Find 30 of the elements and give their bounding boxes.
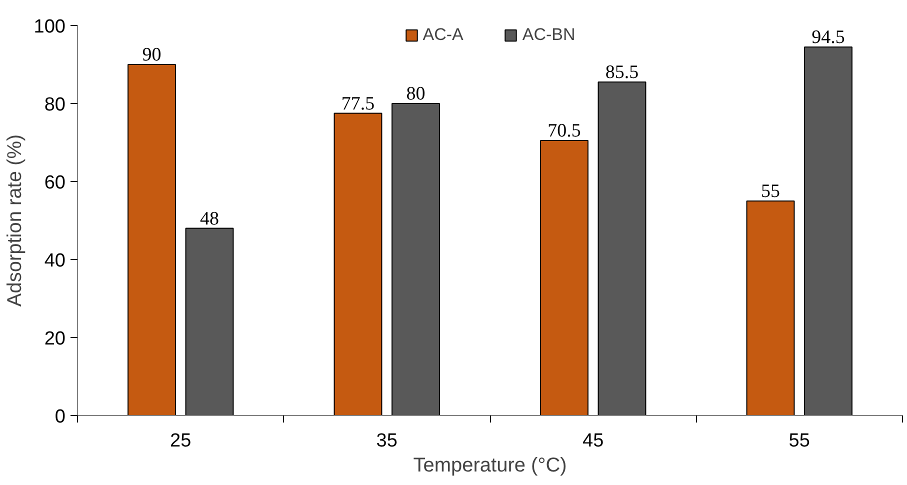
bar — [598, 82, 646, 416]
x-tick-label: 45 — [582, 430, 604, 452]
legend-label: AC-A — [422, 25, 464, 45]
data-label: 70.5 — [548, 120, 581, 142]
data-label: 48 — [200, 208, 219, 230]
bar — [746, 200, 795, 416]
data-label: 80 — [406, 84, 426, 104]
y-tick-label: 60 — [44, 172, 66, 194]
y-tick-label: 20 — [44, 328, 66, 350]
bar — [392, 103, 440, 416]
x-tick-label: 25 — [170, 430, 192, 452]
y-tick-label: 100 — [34, 16, 66, 38]
data-label: 85.5 — [605, 62, 639, 84]
legend-label: AC-BN — [522, 25, 576, 45]
y-axis-title: Adsorption rate (%) — [4, 134, 26, 307]
y-tick-label: 40 — [44, 250, 66, 272]
x-tick-label: 55 — [788, 430, 810, 452]
y-tick-label: 80 — [44, 94, 66, 116]
x-tick-label: 35 — [376, 430, 398, 452]
data-label: 55 — [761, 181, 780, 202]
bar — [804, 46, 852, 416]
bar — [185, 228, 234, 416]
bar — [128, 64, 176, 416]
bar — [540, 140, 588, 416]
bar — [334, 112, 382, 416]
data-label: 77.5 — [341, 93, 375, 114]
x-axis-title: Temperature (°C) — [413, 454, 567, 476]
data-label: 90 — [142, 44, 162, 66]
data-label: 94.5 — [812, 26, 845, 48]
y-tick-label: 0 — [54, 406, 66, 428]
